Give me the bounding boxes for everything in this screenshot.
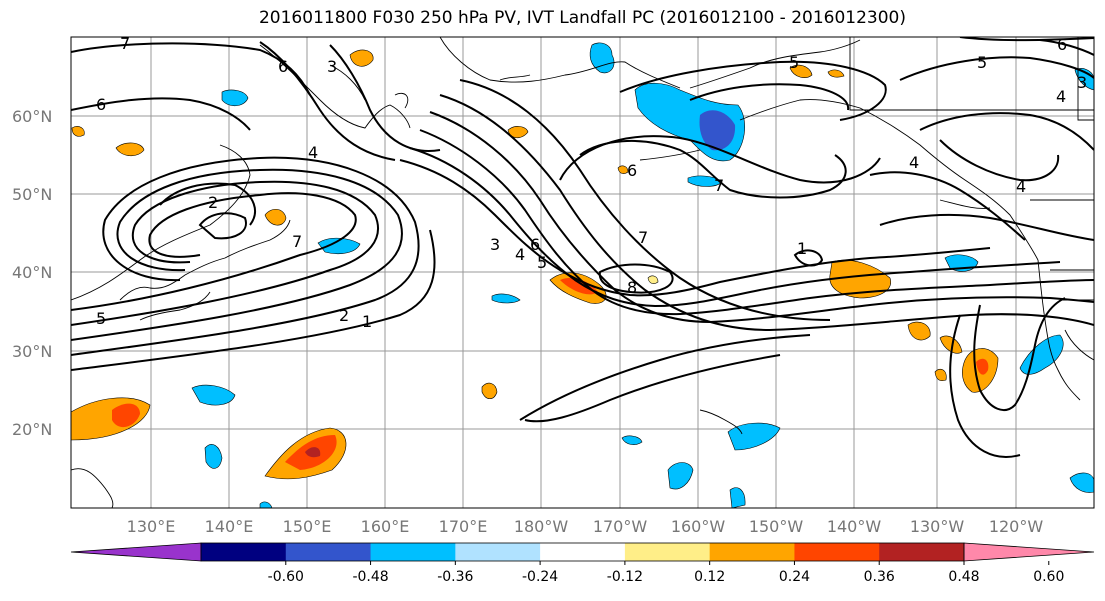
contour-label: 2 <box>208 193 218 212</box>
contour-label: 4 <box>909 153 919 172</box>
contour-label: 6 <box>1057 35 1067 54</box>
contour-label: 8 <box>627 278 637 297</box>
colorbar-max-extend <box>963 542 1095 562</box>
lon-label: 170°W <box>593 517 648 536</box>
lat-label: 60°N <box>12 107 52 126</box>
contour-label: 5 <box>977 53 987 72</box>
colorbar-outline <box>200 542 965 562</box>
lat-label: 40°N <box>12 263 52 282</box>
contour-label: 4 <box>1056 87 1066 106</box>
colorbar-segment <box>201 543 287 561</box>
contour-label: 6 <box>96 95 106 114</box>
contour-label: 5 <box>789 53 799 72</box>
gridlines <box>71 37 1094 508</box>
colorbar-tick-label: -0.12 <box>607 569 643 585</box>
contour-label: 7 <box>292 232 302 251</box>
contour-label: 7 <box>638 228 648 247</box>
lat-label: 50°N <box>12 185 52 204</box>
colorbar-tick-label: 0.60 <box>1033 569 1064 585</box>
contour-label: 3 <box>490 235 500 254</box>
contour-label: 4 <box>1016 177 1026 196</box>
lat-label: 20°N <box>12 420 52 439</box>
colorbar-tick-label: 0.12 <box>694 569 725 585</box>
colorbar-segment <box>879 543 965 561</box>
colorbar-tick-label: 0.48 <box>948 569 979 585</box>
lon-label: 130°E <box>127 517 176 536</box>
pv-filled-contours <box>71 42 1094 508</box>
contour-label: 6 <box>627 161 637 180</box>
contour-label: 7 <box>120 34 130 53</box>
colorbar-segment <box>540 543 626 561</box>
contour-label: 4 <box>515 245 525 264</box>
contour-label: 7 <box>714 176 724 195</box>
latitude-labels: 60°N 50°N 40°N 30°N 20°N <box>12 107 52 439</box>
lon-label: 160°E <box>361 517 410 536</box>
lon-label: 160°W <box>671 517 726 536</box>
contour-label: 4 <box>308 143 318 162</box>
pv-contour-lines <box>71 37 1094 458</box>
lon-label: 130°W <box>910 517 965 536</box>
contour-label: 3 <box>327 57 337 76</box>
lon-label: 180°W <box>514 517 569 536</box>
contour-label: 2 <box>339 306 349 325</box>
contour-label: 1 <box>797 239 807 258</box>
colorbar-tick-label: 0.36 <box>864 569 895 585</box>
contour-labels: 7 6 6 5 4 3 2 2 1 7 3 4 6 5 7 8 7 6 5 1 … <box>96 34 1087 331</box>
colorbar-min-extend <box>70 542 202 562</box>
lon-label: 150°W <box>749 517 804 536</box>
colorbar-segment <box>370 543 456 561</box>
contour-label: 6 <box>530 235 540 254</box>
colorbar-segment <box>455 543 541 561</box>
lon-label: 120°W <box>989 517 1044 536</box>
lon-label: 150°E <box>283 517 332 536</box>
lon-label: 140°E <box>205 517 254 536</box>
colorbar-segment <box>624 543 711 561</box>
map-title: 2016011800 F030 250 hPa PV, IVT Landfall… <box>258 8 906 28</box>
colorbar-tick-label: 0.24 <box>779 569 810 585</box>
colorbar-segment <box>709 543 795 561</box>
lon-label: 170°E <box>439 517 488 536</box>
longitude-labels: 130°E 140°E 150°E 160°E 170°E 180°W 170°… <box>127 517 1044 536</box>
colorbar-tick-label: -0.36 <box>437 569 473 585</box>
contour-label: 5 <box>537 253 547 272</box>
lon-label: 140°W <box>827 517 882 536</box>
contour-label: 3 <box>1077 73 1087 92</box>
colorbar-segment <box>794 543 880 561</box>
colorbar-segment <box>285 543 372 561</box>
colorbar-tick-label: -0.48 <box>352 569 388 585</box>
contour-label: 1 <box>362 312 372 331</box>
lat-label: 30°N <box>12 342 52 361</box>
colorbar-tick-label: -0.24 <box>522 569 558 585</box>
colorbar: -0.60 -0.48 -0.36 -0.24 -0.12 0.12 0.24 0.36 0.4… <box>70 542 1095 585</box>
contour-label: 6 <box>278 57 288 76</box>
contour-label: 5 <box>96 309 106 328</box>
colorbar-tick-label: -0.60 <box>268 569 304 585</box>
